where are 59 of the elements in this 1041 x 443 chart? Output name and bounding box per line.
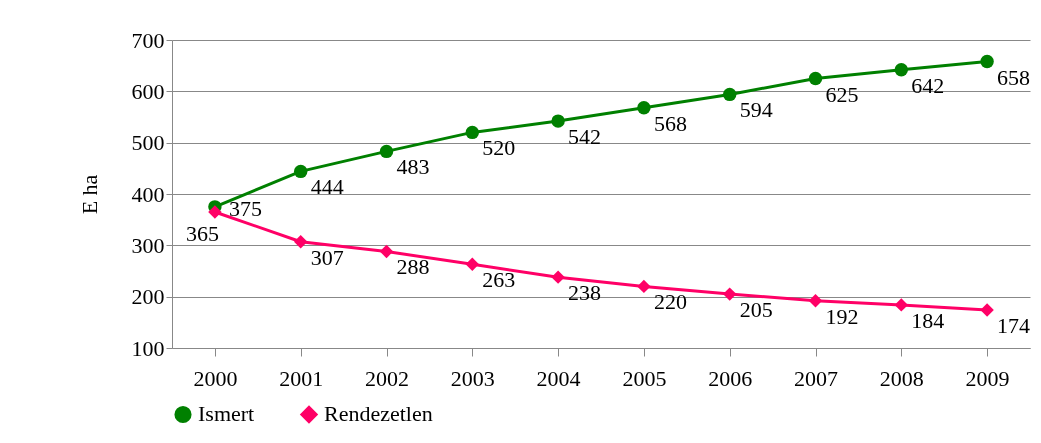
legend-label: Ismert (198, 401, 255, 427)
x-tick-label: 2005 (622, 365, 667, 391)
point (293, 164, 308, 179)
point (808, 294, 823, 308)
data-label: 263 (482, 267, 516, 293)
data-label: 520 (482, 135, 516, 161)
data-label: 307 (310, 244, 344, 270)
data-label: 594 (739, 97, 773, 123)
x-tick-label: 2001 (279, 365, 324, 391)
data-label: 658 (997, 64, 1031, 90)
point (894, 63, 909, 77)
x-tick-label: 2006 (708, 365, 753, 391)
data-label: 375 (228, 195, 262, 221)
point (293, 235, 308, 249)
y-tick-label: 100 (131, 335, 165, 361)
y-tick-label: 500 (131, 130, 165, 156)
data-label: 192 (825, 303, 859, 329)
y-tick-label: 400 (131, 181, 165, 207)
x-tick-label: 2002 (365, 365, 409, 391)
data-label: 205 (739, 297, 773, 323)
data-label: 483 (396, 154, 430, 180)
point (808, 71, 823, 86)
point (551, 270, 565, 284)
legend-label: Rendezetlen (324, 401, 433, 427)
data-label: 625 (825, 81, 859, 107)
y-tick-label: 300 (131, 232, 165, 258)
data-label: 220 (653, 289, 687, 315)
data-label: 568 (653, 110, 687, 136)
x-tick-label: 2009 (965, 365, 1010, 391)
point (465, 125, 480, 140)
point (722, 287, 737, 301)
y-tick-label: 200 (131, 284, 165, 310)
data-label: 642 (911, 72, 945, 98)
point (722, 87, 737, 102)
x-tick-label: 2000 (193, 365, 238, 391)
point (379, 144, 394, 159)
y-tick-label: 700 (131, 27, 165, 53)
point (637, 279, 651, 294)
y-tick-label: 600 (131, 78, 165, 104)
y-axis-title: E ha (76, 174, 102, 215)
x-tick-label: 2003 (450, 365, 495, 391)
point (208, 205, 222, 219)
data-label: 365 (185, 220, 219, 246)
x-tick-label: 2008 (879, 365, 924, 391)
x-tick-label: 2004 (536, 365, 581, 391)
point (980, 54, 994, 69)
data-label: 174 (997, 313, 1031, 339)
point (465, 257, 480, 272)
point (894, 298, 909, 312)
data-label: 184 (911, 307, 945, 333)
data-label: 288 (396, 254, 430, 280)
data-label: 542 (568, 124, 602, 150)
point (637, 101, 651, 115)
point (379, 244, 394, 259)
data-label: 444 (310, 174, 344, 200)
data-label: 238 (568, 280, 602, 306)
point (551, 114, 565, 128)
x-tick-label: 2007 (794, 365, 838, 391)
point (980, 303, 994, 317)
